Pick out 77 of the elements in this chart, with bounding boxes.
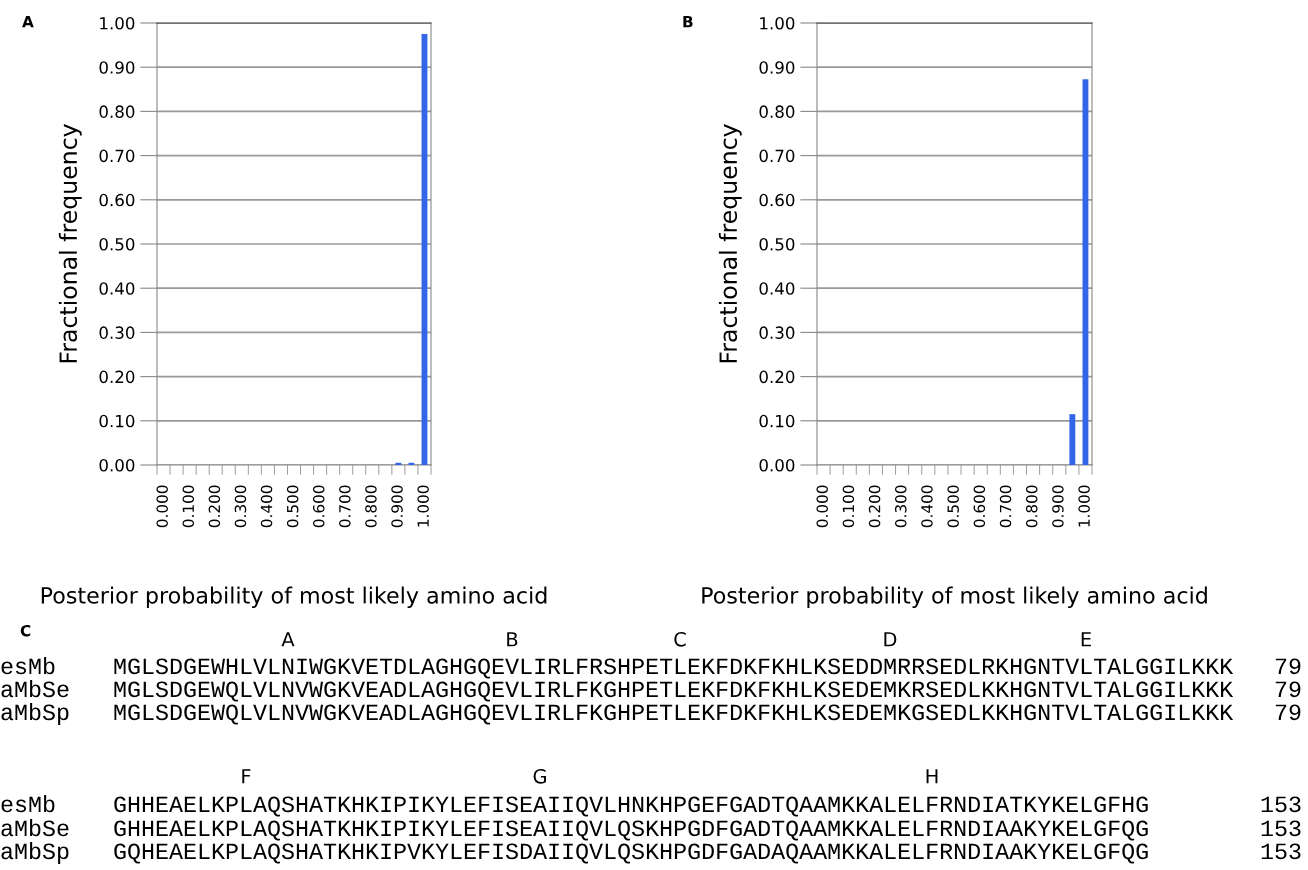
x-tick-label: 0.800: [365, 485, 377, 528]
text: esMb: [1, 657, 55, 675]
text: E: [1081, 632, 1091, 647]
text: B: [683, 16, 693, 28]
x-tick-label: 0.100: [842, 485, 855, 528]
text: esMb: [1, 795, 55, 813]
y-tick-label: 0.70: [99, 149, 135, 163]
x-tick-label: 0.900: [391, 485, 403, 528]
y-tick-label: 0.20: [759, 370, 795, 384]
text: GHHEAELKPLAQSHATKHKIPIKYLEFISEAIIQVLQSKHPGDFGADTQAAMKKALELFRNDIAAKYKELGFQG: [114, 820, 1148, 841]
text: G: [533, 768, 546, 784]
text: D: [884, 632, 897, 647]
x-tick-label: 0.700: [999, 485, 1012, 528]
y-tick-label: 0.10: [99, 414, 135, 428]
text: aMbSp: [1, 703, 69, 725]
text: 79: [1275, 704, 1301, 721]
text: H: [926, 769, 938, 784]
x-tick-label: 0.600: [973, 485, 986, 528]
text: aMbSe: [1, 680, 69, 698]
y-tick-label: 1.00: [760, 16, 795, 30]
x-tick-label: 0.800: [1025, 485, 1038, 528]
x-tick-label: 0.300: [895, 485, 907, 528]
y-tick-label: 0.10: [759, 414, 795, 428]
text: MGLSDGEWQLVLNVWGKVEADLAGHGQEVLIRLFKGHPETLEKFDKFKHLKSEDEMKRSEDLKKHGNTVLTALGGILKKK: [114, 681, 1234, 702]
y-axis-title: Fractional frequency: [58, 124, 82, 363]
text: MGLSDGEWQLVLNVWGKVEADLAGHGQEVLIRLFKGHPETLEKFDKFKHLKSEDEMKGSEDLKKHGNTVLTALGGILKKK: [114, 704, 1234, 725]
x-tick-label: 0.600: [312, 485, 325, 528]
text: A: [22, 16, 34, 28]
y-tick-label: 0.80: [759, 105, 795, 118]
y-tick-label: 0.50: [99, 237, 135, 251]
y-tick-label: 0.60: [99, 193, 135, 207]
y-tick-label: 0.90: [99, 61, 135, 74]
y-tick-label: 0.30: [99, 326, 135, 339]
x-tick-label: 0.000: [156, 485, 168, 528]
x-tick-label: 0.400: [921, 485, 933, 528]
text: A: [281, 632, 295, 647]
y-tick-label: 0.20: [99, 370, 135, 384]
x-tick-label: 0.500: [947, 485, 959, 528]
text: 153: [1261, 843, 1301, 860]
text: B: [507, 632, 518, 647]
text: C: [20, 624, 31, 637]
x-tick-label: 0.100: [182, 485, 195, 528]
y-tick-label: 0.80: [99, 105, 135, 118]
x-tick-label: 0.000: [816, 485, 828, 528]
y-tick-label: 0.50: [759, 237, 795, 251]
text: aMbSp: [1, 842, 69, 864]
y-tick-label: 0.00: [99, 458, 135, 472]
text: aMbSe: [1, 819, 69, 837]
x-tick-label: 0.500: [286, 485, 299, 528]
x-tick-label: 0.300: [234, 485, 247, 528]
text: 153: [1261, 820, 1301, 837]
x-tick-label: 0.200: [868, 485, 881, 528]
x-tick-label: 0.200: [208, 485, 221, 528]
y-axis-title: Fractional frequency: [718, 124, 742, 363]
y-tick-label: 0.40: [759, 282, 795, 295]
text: F: [242, 769, 251, 784]
y-tick-label: 0.40: [99, 282, 135, 295]
text: C: [674, 631, 686, 647]
text: 79: [1275, 681, 1301, 698]
x-axis-title: Posterior probability of most likely amino acid: [41, 586, 547, 609]
text: MGLSDGEWHLVLNIWGKVETDLAGHGQEVLIRLFRSHPETLEKFDKFKHLKSEDDMRRSEDLRKHGNTVLTALGGILKKK: [114, 658, 1234, 679]
text: GQHEAELKPLAQSHATKHKIPVKYLEFISDAIIQVLQSKHPGDFGADAQAAMKKALELFRNDIAAKYKELGFQG: [114, 843, 1148, 864]
x-tick-label: 0.400: [260, 485, 273, 528]
x-axis-title: Posterior probability of most likely amino acid: [702, 586, 1207, 609]
y-tick-label: 1.00: [100, 16, 135, 30]
y-tick-label: 0.70: [759, 149, 795, 163]
y-tick-label: 0.90: [759, 61, 795, 74]
text: 79: [1275, 658, 1301, 675]
x-tick-label: 0.700: [339, 485, 351, 528]
y-tick-label: 0.60: [759, 193, 795, 207]
x-tick-label: 0.900: [1052, 485, 1064, 528]
y-tick-label: 0.30: [759, 326, 795, 339]
x-tick-label: 1.000: [1078, 485, 1090, 527]
y-tick-label: 0.00: [759, 458, 795, 472]
text: 153: [1261, 796, 1301, 813]
x-tick-label: 1.000: [417, 485, 429, 527]
text: GHHEAELKPLAQSHATKHKIPIKYLEFISEAIIQVLHNKHPGEFGADTQAAMKKALELFRNDIATKYKELGFHG: [114, 796, 1148, 817]
